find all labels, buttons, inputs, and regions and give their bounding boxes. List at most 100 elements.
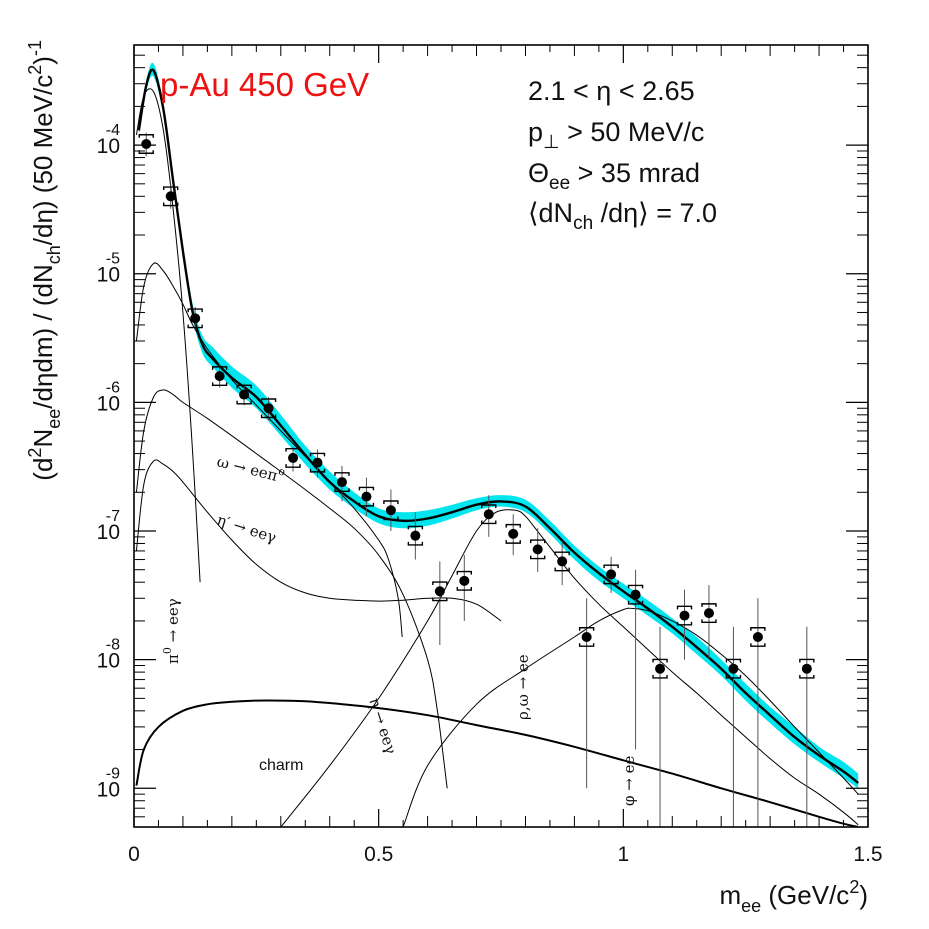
data-point-26 bbox=[799, 626, 815, 827]
data-marker bbox=[288, 452, 299, 463]
sys-bracket-lower bbox=[456, 587, 472, 591]
sys-bracket-upper bbox=[285, 447, 301, 452]
sys-bracket-upper bbox=[163, 186, 179, 191]
sys-bracket-lower bbox=[603, 580, 619, 585]
y-tick-exponent: -7 bbox=[106, 508, 120, 525]
data-marker bbox=[459, 575, 470, 586]
data-marker bbox=[483, 509, 494, 520]
sys-bracket-lower bbox=[652, 674, 668, 679]
y-tick-exponent: -5 bbox=[106, 251, 120, 268]
x-axis-label: mee (GeV/c2) bbox=[719, 877, 868, 916]
sys-bracket-upper bbox=[652, 658, 668, 663]
y-tick-exponent: -4 bbox=[106, 122, 120, 139]
data-point-20 bbox=[627, 569, 644, 750]
data-marker bbox=[214, 371, 225, 382]
sys-bracket-lower bbox=[432, 597, 448, 602]
sys-bracket-lower bbox=[554, 567, 570, 572]
data-point-10 bbox=[383, 489, 399, 532]
sys-bracket-lower bbox=[138, 150, 154, 154]
sys-bracket-upper bbox=[309, 452, 326, 457]
sys-bracket-lower bbox=[383, 516, 399, 521]
sys-bracket-lower bbox=[750, 643, 766, 647]
sys-bracket-lower bbox=[725, 674, 742, 679]
sys-bracket-lower bbox=[578, 643, 595, 647]
data-point-25 bbox=[750, 598, 766, 827]
sys-bracket-lower bbox=[334, 488, 350, 493]
sys-bracket-lower bbox=[260, 414, 277, 419]
y-tick-label: 10 bbox=[97, 264, 120, 287]
data-point-6 bbox=[285, 446, 301, 472]
sys-bracket-upper bbox=[725, 658, 742, 663]
data-point-11 bbox=[407, 512, 424, 560]
y-tick-label: 10 bbox=[97, 392, 120, 415]
data-point-15 bbox=[505, 514, 521, 556]
sys-bracket-lower bbox=[358, 502, 375, 507]
data-point-2 bbox=[187, 307, 203, 331]
sys-bracket-upper bbox=[236, 384, 252, 389]
curve-charm bbox=[135, 699, 859, 827]
data-marker bbox=[703, 608, 714, 619]
sys-bracket-lower bbox=[701, 619, 717, 624]
y-tick-exponent: -8 bbox=[106, 637, 120, 654]
data-point-3 bbox=[211, 363, 228, 388]
info-opening-angle-cut: Θee > 35 mrad bbox=[528, 158, 700, 194]
sys-bracket-upper bbox=[407, 525, 424, 530]
x-tick-label: 0 bbox=[128, 843, 140, 866]
info-eta-range: 2.1 < η < 2.65 bbox=[528, 76, 695, 106]
sys-bracket-upper bbox=[211, 366, 228, 370]
data-point-7 bbox=[309, 449, 326, 478]
y-axis-label: (d2Nee/dηdm) / (dNch/dη) (50 MeV/c2)-1 bbox=[25, 40, 64, 481]
data-point-5 bbox=[260, 397, 277, 421]
data-marker bbox=[385, 505, 396, 516]
data-marker bbox=[655, 663, 666, 674]
x-tick-label: 0.5 bbox=[364, 843, 393, 866]
data-marker bbox=[361, 491, 372, 502]
data-marker bbox=[336, 477, 347, 488]
y-tick-label: 10 bbox=[97, 650, 120, 673]
sys-bracket-lower bbox=[505, 540, 521, 544]
data-marker bbox=[141, 138, 152, 149]
info-box: 2.1 < η < 2.65 p⊥ > 50 MeV/c Θee > 35 mr… bbox=[528, 76, 717, 234]
y-tick-label: 10 bbox=[97, 778, 120, 801]
annotation-charm: charm bbox=[259, 757, 303, 774]
data-point-18 bbox=[578, 598, 595, 789]
data-point-0 bbox=[138, 132, 154, 157]
data-marker bbox=[508, 528, 519, 539]
data-marker bbox=[312, 457, 323, 468]
sys-bracket-upper bbox=[334, 472, 350, 476]
data-marker bbox=[263, 403, 274, 414]
data-marker bbox=[679, 610, 690, 621]
curve-annotations: ω → eeπo η′ → eeγ π0 → eeγ η → eeγ ρ,ω →… bbox=[161, 452, 638, 806]
y-tick-exponent: -6 bbox=[106, 379, 120, 396]
sys-bracket-lower bbox=[530, 555, 546, 560]
annotation-rho-omega: ρ,ω → ee bbox=[514, 654, 532, 720]
sys-bracket-upper bbox=[799, 658, 815, 663]
sys-bracket-lower bbox=[285, 464, 301, 468]
x-tick-label: 1.5 bbox=[853, 843, 882, 866]
uncertainty-band-layer bbox=[138, 62, 859, 789]
sys-bracket-upper bbox=[260, 398, 277, 403]
uncertainty-band bbox=[138, 62, 859, 789]
data-marker bbox=[239, 389, 250, 400]
info-pt-cut: p⊥ > 50 MeV/c bbox=[528, 117, 704, 153]
sys-bracket-lower bbox=[676, 621, 693, 626]
info-multiplicity: ⟨dNch /dη⟩ = 7.0 bbox=[528, 198, 717, 234]
curve-etaprime-dalitz bbox=[135, 459, 502, 622]
data-point-14 bbox=[481, 495, 497, 537]
data-marker bbox=[532, 544, 543, 555]
curve-phi-ee bbox=[402, 607, 859, 827]
data-point-17 bbox=[554, 541, 570, 586]
curve-total bbox=[137, 68, 859, 784]
data-point-layer bbox=[138, 132, 815, 827]
data-point-13 bbox=[456, 555, 472, 621]
data-marker bbox=[606, 569, 617, 580]
data-point-12 bbox=[432, 561, 448, 645]
sys-bracket-upper bbox=[701, 603, 717, 607]
data-marker bbox=[630, 589, 641, 600]
sys-bracket-upper bbox=[383, 500, 399, 505]
sys-bracket-upper bbox=[627, 584, 644, 589]
data-marker bbox=[165, 191, 176, 202]
sys-bracket-upper bbox=[187, 308, 203, 313]
